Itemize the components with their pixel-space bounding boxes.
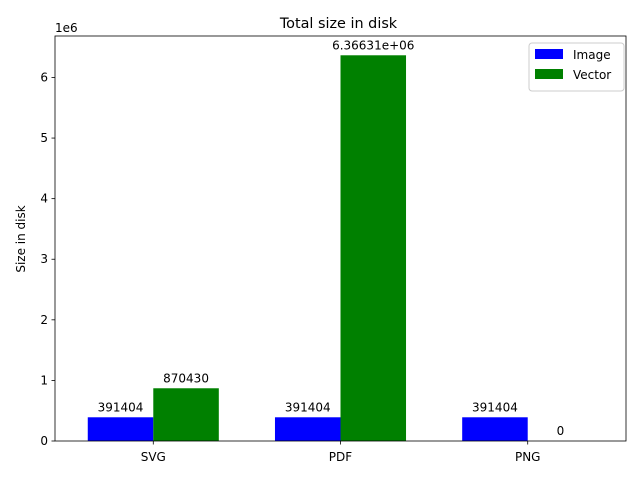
bar-vector-pdf — [340, 55, 407, 442]
y-tick-label: 5 — [40, 131, 48, 145]
x-tick-label-pdf: PDF — [329, 450, 352, 464]
data-label-image-svg: 391404 — [98, 400, 144, 414]
y-tick-label: 2 — [40, 313, 48, 327]
data-label-vector-svg: 870430 — [163, 371, 209, 385]
legend-swatch-vector — [535, 69, 563, 79]
y-tick-label: 0 — [40, 434, 48, 448]
data-label-image-pdf: 391404 — [285, 400, 331, 414]
y-tick-label: 6 — [40, 70, 48, 84]
y-axis-label: Size in disk — [14, 205, 28, 272]
data-label-vector-png: 0 — [557, 424, 565, 438]
plot-area: 391404 391404 391404 870430 6.36631e+06 0 0 1 2 3… — [40, 35, 627, 464]
bar-image-png — [462, 417, 528, 441]
legend-label-vector: Vector — [573, 68, 611, 82]
y-axis-offset-label: 1e6 — [55, 21, 78, 35]
y-tick-label: 3 — [40, 252, 48, 266]
x-tick-label-png: PNG — [515, 450, 541, 464]
y-tick-label: 1 — [40, 373, 48, 387]
bar-image-svg — [87, 417, 154, 441]
data-label-vector-pdf: 6.36631e+06 — [332, 38, 414, 52]
legend-swatch-image — [535, 49, 563, 59]
bar-vector-svg — [153, 388, 219, 441]
chart-title: Total size in disk — [279, 16, 398, 32]
legend-label-image: Image — [573, 48, 611, 62]
y-tick-label: 4 — [40, 192, 48, 206]
x-tick-label-svg: SVG — [141, 450, 166, 464]
bar-image-pdf — [274, 417, 341, 441]
data-label-image-png: 391404 — [472, 400, 518, 414]
